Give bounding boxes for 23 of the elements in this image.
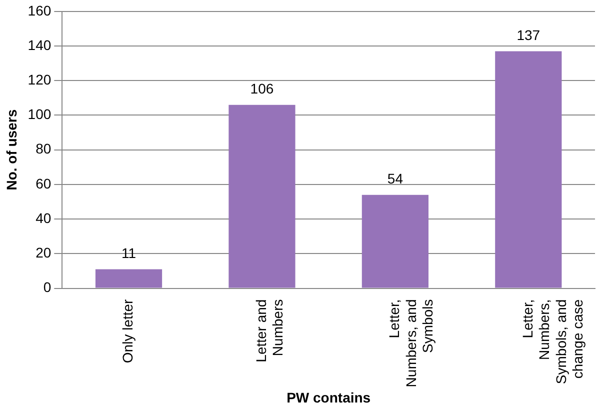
y-tick-label: 160 [28,2,52,18]
bar [228,104,296,288]
bar [362,194,428,288]
y-tick-label: 120 [28,71,52,88]
y-tick-label: 100 [28,106,52,122]
y-axis-title: No. of users [3,109,20,190]
y-tick-label: 40 [36,210,52,226]
bar [495,51,562,288]
x-tick-label: Only letter [120,298,136,364]
x-axis-title: PW contains [286,389,371,406]
data-label: 137 [516,27,540,44]
y-tick-label: 0 [43,279,52,296]
y-tick-label: 60 [36,175,52,192]
x-tick-label: Letter, Numbers, Symbols, and change case [519,299,586,384]
y-tick-label: 20 [36,244,52,261]
y-tick-label: 140 [28,36,52,53]
x-tick-label: Letter, Numbers, and Symbols [386,299,436,388]
data-label: 11 [121,245,136,262]
bar [95,269,162,288]
data-label: 106 [250,80,274,97]
data-label: 54 [387,170,404,187]
y-tick-label: 80 [36,140,52,157]
x-tick-label: Letter and Numbers [252,299,286,362]
